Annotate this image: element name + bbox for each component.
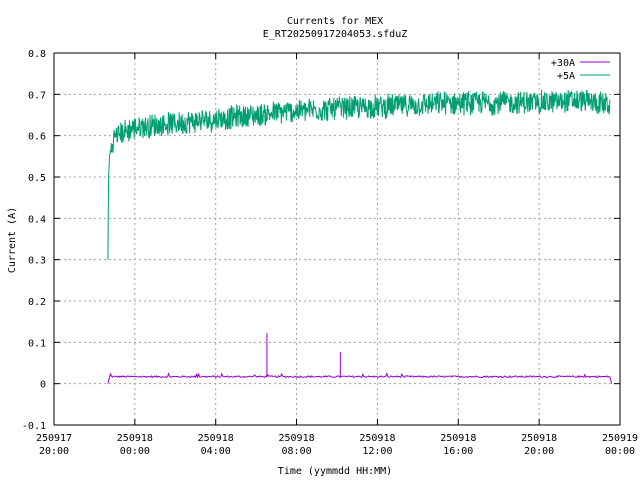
- x-tick-label-time: 16:00: [443, 446, 473, 457]
- x-tick-label-date: 250919: [602, 433, 638, 444]
- x-tick-label-time: 12:00: [362, 446, 392, 457]
- x-axis-label: Time (yymmdd HH:MM): [278, 466, 392, 477]
- y-tick-label: 0.7: [28, 90, 46, 101]
- series-layer: [107, 89, 613, 384]
- y-tick-label: 0.6: [28, 132, 46, 143]
- axis-layer: -0.1 0 0.1 0.2 0.3 0.4 0.5 0.6 0.7 0.8 250917 20:00…: [22, 49, 638, 457]
- y-tick-label: 0.4: [28, 214, 46, 225]
- x-tick-label-date: 250918: [440, 433, 476, 444]
- y-tick-label: -0.1: [22, 421, 46, 432]
- x-tick-label-time: 00:00: [120, 446, 150, 457]
- plot-border: [53, 52, 621, 426]
- chart-subtitle: E_RT20250917204053.sfduZ: [263, 29, 408, 40]
- x-tick-label-date: 250918: [521, 433, 557, 444]
- legend-label: +5A: [557, 71, 575, 82]
- y-tick-label: 0.1: [28, 338, 46, 349]
- y-tick-label: 0.8: [28, 49, 46, 60]
- x-tick-label-time: 20:00: [39, 446, 69, 457]
- series-line-plus30a: [107, 332, 613, 384]
- x-tick-label-date: 250918: [117, 433, 153, 444]
- x-tick-label-date: 250917: [36, 433, 72, 444]
- x-tick-label-time: 04:00: [201, 446, 231, 457]
- y-tick-label: 0: [40, 380, 46, 391]
- y-tick-label: 0.2: [28, 297, 46, 308]
- x-tick-label-date: 250918: [279, 433, 315, 444]
- x-tick-label-date: 250918: [359, 433, 395, 444]
- x-tick-label-time: 20:00: [524, 446, 554, 457]
- grid-layer: [54, 53, 620, 425]
- legend-label: +30A: [551, 58, 575, 69]
- y-axis-label: Current (A): [7, 207, 18, 273]
- legend: +30A +5A: [551, 58, 610, 82]
- series-line-plus5a: [107, 89, 611, 260]
- x-tick-label-time: 00:00: [605, 446, 635, 457]
- y-tick-label: 0.3: [28, 256, 46, 267]
- x-tick-label-date: 250918: [198, 433, 234, 444]
- y-tick-label: 0.5: [28, 173, 46, 184]
- x-tick-label-time: 08:00: [282, 446, 312, 457]
- chart-title: Currents for MEX: [287, 16, 383, 27]
